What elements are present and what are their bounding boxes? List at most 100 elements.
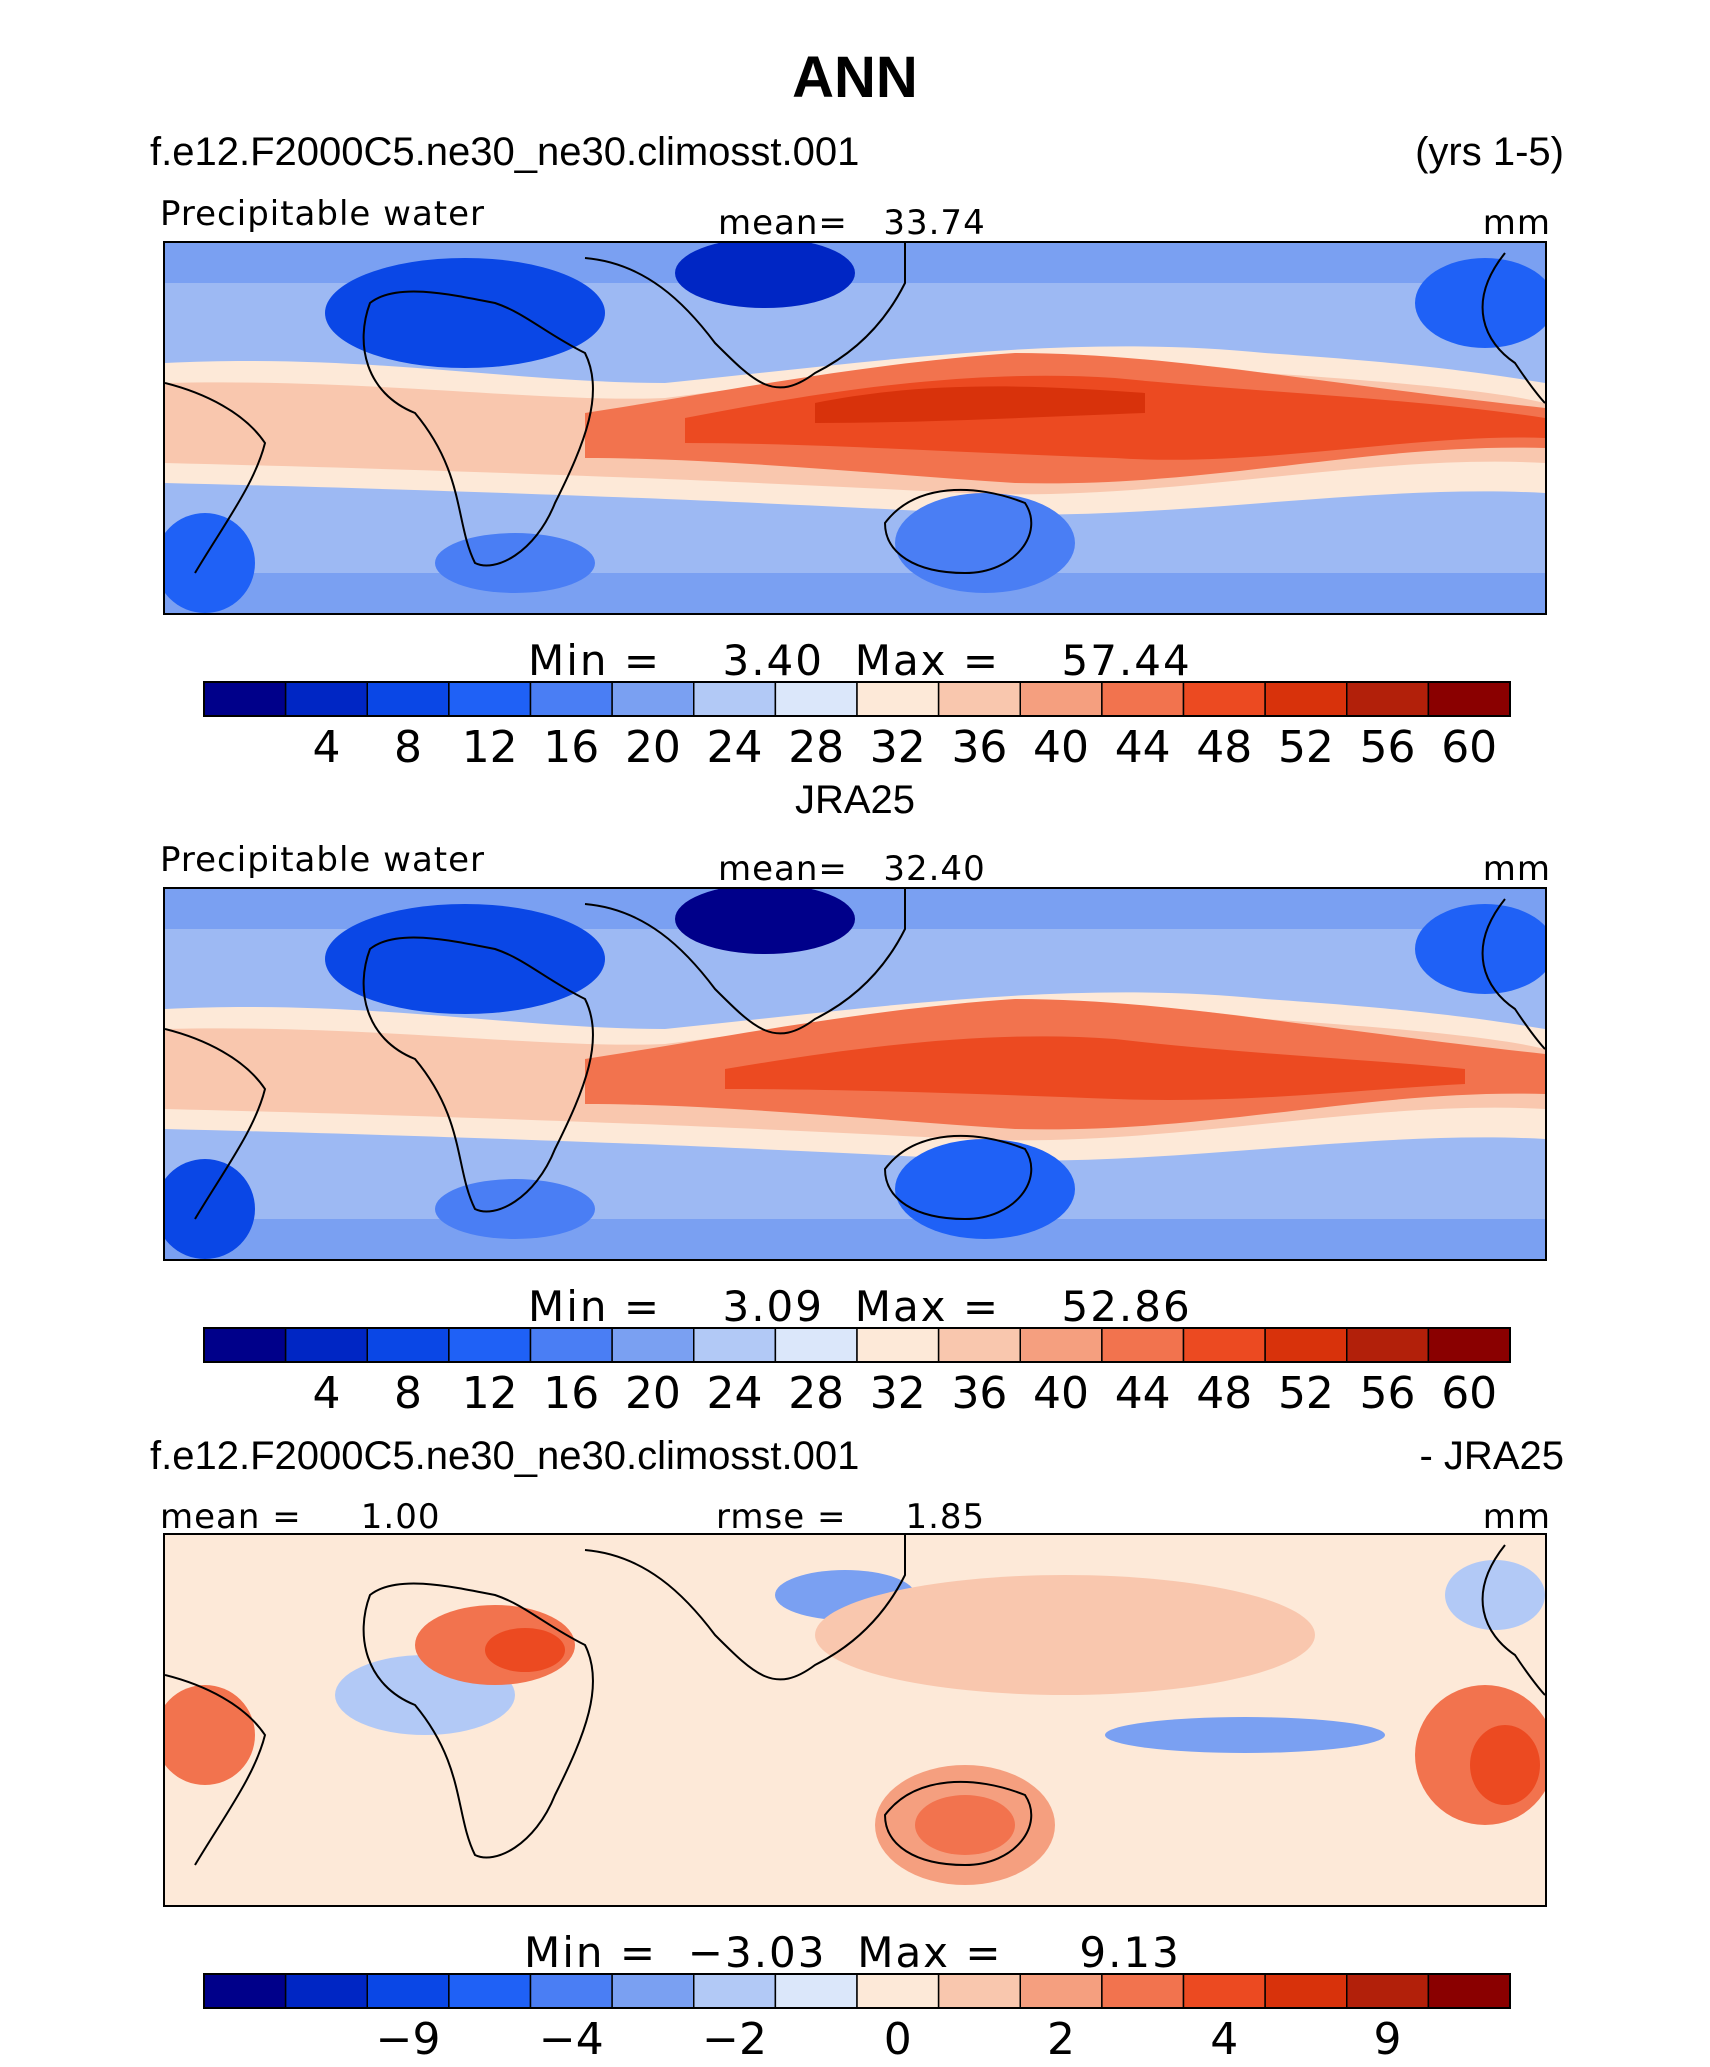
panel2-colorbar-outline — [203, 1327, 1511, 1363]
panel2-map — [163, 887, 1547, 1261]
panel3-heading-left: f.e12.F2000C5.ne30_ne30.climosst.001 — [150, 1434, 860, 1478]
panel1-colorbar-box-10 — [1019, 681, 1103, 717]
panel3-colorbar-box-2 — [366, 1973, 450, 2009]
panel2-mean-label: mean= — [718, 849, 848, 889]
panel1-mean: mean= 33.74 — [718, 203, 986, 243]
panel2-contour-52 — [725, 1036, 1465, 1101]
panel1-colorbar-box-1 — [284, 681, 369, 717]
panel2-colorbar-tick-label: 24 — [707, 1368, 763, 1419]
panel3-coastlines — [165, 1535, 1545, 1867]
panel2-colorbar-box-9 — [937, 1327, 1022, 1363]
panel2-colorbar-box-10 — [1019, 1327, 1103, 1363]
panel1-map-svg — [165, 243, 1545, 613]
panel1-colorbar-box-0 — [203, 681, 287, 717]
panel2-colorbar-box-6 — [693, 1327, 777, 1363]
panel1-colorbar-tick-label: 44 — [1115, 722, 1171, 773]
panel3-colorbar-box-0 — [203, 1973, 287, 2009]
panel1-colorbar-box-9 — [937, 681, 1022, 717]
panel2-max-value: 52.86 — [1061, 1282, 1192, 1331]
panel3-mean-value: 1.00 — [360, 1497, 441, 1537]
panel1-units: mm — [1482, 203, 1551, 243]
panel2-colorbar-tick-label: 36 — [951, 1368, 1007, 1419]
panel3-colorbar-tick-label: 2 — [1047, 2014, 1075, 2065]
panel1-colorbar-box-4 — [529, 681, 613, 717]
panel2-colorbar-box-0 — [203, 1327, 287, 1363]
panel2-colorbar-tick-label: 16 — [543, 1368, 599, 1419]
panel3-pos-amazon — [165, 1685, 255, 1785]
panel3-max-label: Max = — [857, 1928, 1003, 1977]
panel1-colorbar-box-15 — [1427, 681, 1511, 717]
panel2-units: mm — [1482, 849, 1551, 889]
panel1-contour-56 — [815, 386, 1145, 423]
panel1-safrica-dry — [435, 533, 595, 593]
panel2-colorbar-box-7 — [774, 1327, 858, 1363]
panel3-colorbar-box-13 — [1264, 1973, 1348, 2009]
panel1-colorbar-box-2 — [366, 681, 450, 717]
panel2-map-svg — [165, 889, 1545, 1259]
panel1-mean-value: 33.74 — [883, 203, 986, 243]
panel2-tibet-dry — [675, 889, 855, 954]
panel1-colorbar-tick-label: 24 — [707, 722, 763, 773]
panel3-colorbar-box-6 — [693, 1973, 777, 2009]
panel3-mean: mean = 1.00 — [160, 1497, 440, 1537]
panel3-colorbar-box-3 — [448, 1973, 532, 2009]
panel2-band-south — [165, 1219, 1545, 1259]
panel1-colorbar-box-7 — [774, 681, 858, 717]
panel2-colorbar-tick-label: 8 — [394, 1368, 422, 1419]
panel1-australia-dry — [895, 493, 1075, 593]
panel1-colorbar-box-5 — [611, 681, 695, 717]
panel1-max-value: 57.44 — [1061, 636, 1192, 685]
panel2-samerica-dry — [165, 1159, 255, 1259]
panel1-colorbar-box-6 — [693, 681, 777, 717]
panel2-colorbar-box-8 — [856, 1327, 940, 1363]
panel3-colorbar-box-8 — [856, 1973, 940, 2009]
panel3-colorbar-tick-label: 0 — [884, 2014, 912, 2065]
panel2-colorbar-tick-label: 4 — [312, 1368, 340, 1419]
panel3-rmse-label: rmse = — [716, 1497, 847, 1537]
years-label: (yrs 1-5) — [1415, 130, 1564, 174]
panel3-colorbar-box-12 — [1182, 1973, 1266, 2009]
panel2-colorbar-tick-label: 60 — [1441, 1368, 1497, 1419]
panel3-colorbar-svg: −9 −4 −2 0 2 4 9 — [203, 1973, 1511, 2065]
panel2-min-label: Min = — [528, 1282, 662, 1331]
panel3-colorbar-tick-label: −2 — [702, 2014, 767, 2065]
panel2-coastlines — [165, 889, 1545, 1221]
panel1-colorbar-tick-label: 16 — [543, 722, 599, 773]
panel1-colorbar-svg: 4 8 12 16 20 24 28 32 36 40 44 48 52 56 60 — [203, 681, 1511, 773]
panel1-map — [163, 241, 1547, 615]
panel1-samerica-dry — [165, 513, 255, 613]
panel3-max-value: 9.13 — [1079, 1928, 1181, 1977]
panel2-colorbar-box-15 — [1427, 1327, 1511, 1363]
panel3-colorbar-box-7 — [774, 1973, 858, 2009]
panel1-colorbar-tick-label: 40 — [1033, 722, 1089, 773]
panel1-colorbar-box-8 — [856, 681, 940, 717]
panel2-australia-dry — [895, 1139, 1075, 1239]
panel2-colorbar-svg: 4 8 12 16 20 24 28 32 36 40 44 48 52 56 60 — [203, 1327, 1511, 1419]
panel3-pos-pacific — [815, 1575, 1315, 1695]
panel1-colorbar-tick-label: 36 — [951, 722, 1007, 773]
panel1-min-value: 3.40 — [722, 636, 824, 685]
panel1-mean-label: mean= — [718, 203, 848, 243]
panel2-max-label: Max = — [854, 1282, 1001, 1331]
panel3-colorbar-box-11 — [1101, 1973, 1185, 2009]
panel2-colorbar-tick-label: 44 — [1115, 1368, 1171, 1419]
panel1-colorbar-tick-label: 32 — [870, 722, 926, 773]
case-name: f.e12.F2000C5.ne30_ne30.climosst.001 — [150, 130, 860, 174]
panel1-colorbar-tick-label: 20 — [625, 722, 681, 773]
panel3-colorbar-outline — [203, 1973, 1511, 2009]
panel3-colorbar-tick-label: 4 — [1210, 2014, 1238, 2065]
panel2-colorbar-tick-label: 32 — [870, 1368, 926, 1419]
panel3-colorbar-box-9 — [937, 1973, 1022, 2009]
panel2-colorbar-tick-label: 12 — [462, 1368, 518, 1419]
panel3-colorbar-tick-label: −4 — [539, 2014, 604, 2065]
panel3-heading-right: - JRA25 — [1419, 1434, 1565, 1478]
panel1-minmax: Min = 3.40 Max = 57.44 — [528, 636, 1192, 685]
panel3-colorbar-tick-label: 9 — [1374, 2014, 1402, 2065]
panel1-colorbar-tick-label: 60 — [1441, 722, 1497, 773]
panel1-colorbar-tick-label: 8 — [394, 722, 422, 773]
panel1-max-label: Max = — [854, 636, 1001, 685]
panel2-colorbar-box-12 — [1182, 1327, 1266, 1363]
panel1-colorbar-tick-label: 28 — [788, 722, 844, 773]
panel1-colorbar-tick-label: 56 — [1360, 722, 1416, 773]
panel3-mean-label: mean = — [160, 1497, 302, 1537]
